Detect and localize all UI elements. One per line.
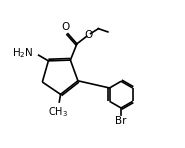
Text: H$_2$N: H$_2$N [12, 46, 34, 60]
Text: O: O [85, 30, 93, 40]
Text: Br: Br [115, 116, 127, 126]
Text: O: O [62, 22, 70, 32]
Text: CH$_3$: CH$_3$ [48, 105, 68, 119]
